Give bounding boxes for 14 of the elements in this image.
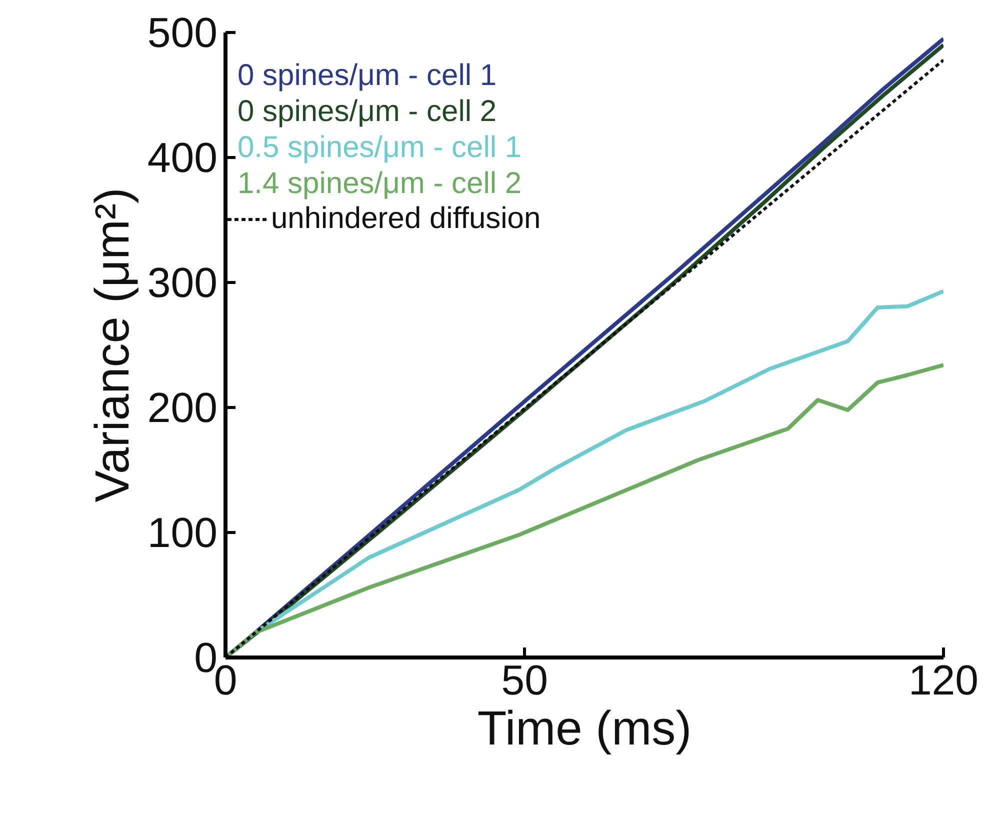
text: 0 spines/μm - cell 2 [238, 95, 497, 128]
text: 1.4 spines/μm - cell 2 [238, 167, 522, 200]
x-axis-title: Time (ms) [477, 702, 692, 756]
y-tick-label: 500 [147, 9, 218, 56]
x-tick-label: 50 [501, 656, 548, 704]
legend-label: unhindered diffusion [271, 202, 541, 236]
y-tick-label: 400 [147, 134, 218, 181]
y-tick-label: 200 [147, 384, 218, 431]
y-tick-label: 100 [147, 509, 218, 556]
y-axis-title: Variance (μm²) [86, 188, 140, 502]
text: 0.5 spines/μm - cell 1 [238, 131, 522, 164]
text: 0 spines/μm - cell 1 [238, 59, 497, 92]
y-tick-label: 300 [147, 259, 218, 306]
x-tick-label: 120 [908, 656, 979, 704]
